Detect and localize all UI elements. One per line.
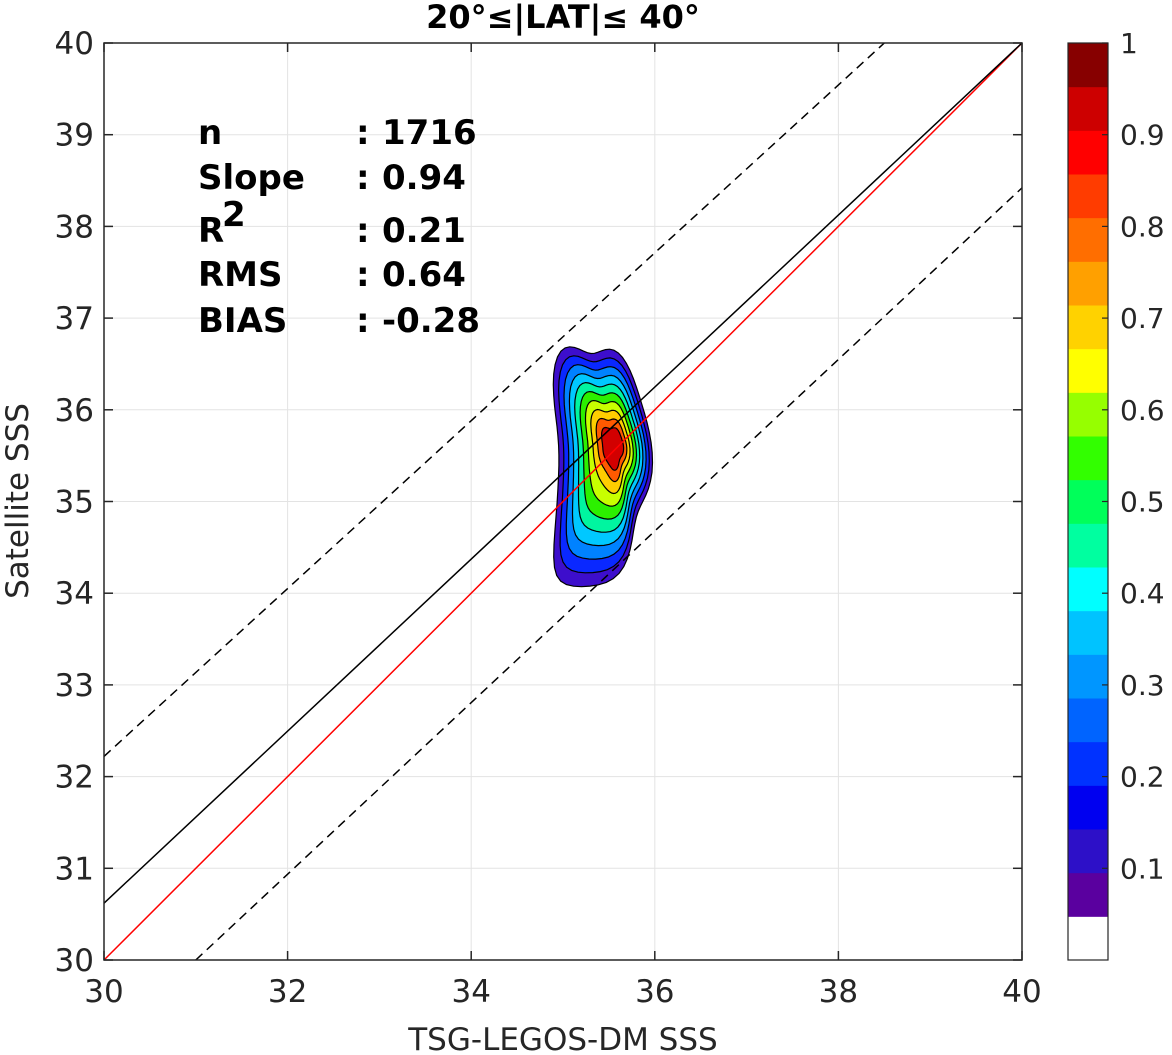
y-tick-label: 36 (55, 393, 94, 429)
contour-level (601, 426, 625, 471)
y-tick-label: 40 (55, 26, 94, 62)
stat-separator: : (356, 301, 370, 341)
y-tick-label: 33 (55, 668, 94, 704)
colorbar-swatch (1068, 741, 1108, 786)
colorbar-swatch (1068, 916, 1108, 961)
y-axis-label: Satellite SSS (0, 403, 36, 599)
y-tick-label: 39 (55, 118, 94, 154)
ref-line (195, 187, 1022, 960)
ref-line (104, 43, 1022, 960)
stat-label: Slope (198, 158, 305, 198)
stat-separator: : (356, 211, 370, 251)
stat-value: 0.21 (382, 211, 466, 251)
chart-title: 20°≤|LAT|≤ 40° (426, 0, 700, 37)
stat-label: RMS (198, 255, 283, 295)
stat-value: 0.64 (382, 255, 466, 295)
colorbar-tick-label: 0.5 (1120, 486, 1165, 519)
y-tick-label: 34 (55, 576, 94, 612)
colorbar: 0.1 0.2 0.3 0.4 0.5 0.6 0.7 0.8 0.9 1 (1067, 27, 1165, 961)
colorbar-swatch (1068, 130, 1108, 175)
y-tick-label: 31 (55, 851, 94, 887)
y-tick-label: 37 (55, 301, 94, 337)
colorbar-tick-label: 0.8 (1120, 210, 1165, 243)
stat-separator: : (356, 113, 370, 153)
stat-value: 1716 (382, 113, 477, 153)
colorbar-tick-label: 0.4 (1120, 577, 1165, 610)
colorbar-swatch (1068, 174, 1108, 219)
colorbar-swatch (1068, 872, 1108, 917)
stat-separator: : (356, 255, 370, 295)
ref-line (104, 43, 885, 757)
x-tick-label: 40 (1002, 974, 1041, 1010)
x-tick-label: 32 (268, 974, 307, 1010)
colorbar-swatch (1068, 261, 1108, 306)
x-tick-label: 30 (84, 974, 123, 1010)
colorbar-swatch (1068, 785, 1108, 830)
y-tick-label: 32 (55, 760, 94, 796)
colorbar-swatch (1068, 217, 1108, 262)
y-tick-label: 30 (55, 943, 94, 979)
y-tick-label: 38 (55, 209, 94, 245)
colorbar-swatch (1068, 436, 1108, 481)
colorbar-swatch (1068, 567, 1108, 612)
stat-superscript: 2 (222, 195, 246, 235)
colorbar-swatch (1068, 305, 1108, 350)
y-tick-label: 35 (55, 485, 94, 521)
stat-separator: : (356, 158, 370, 198)
colorbar-tick-label: 0.3 (1120, 669, 1165, 702)
reference-lines (104, 43, 1022, 960)
stat-label: BIAS (198, 301, 287, 341)
ref-line (104, 43, 1022, 904)
density-contours (552, 346, 654, 588)
colorbar-tick-label: 0.9 (1120, 119, 1165, 152)
colorbar-swatch (1068, 86, 1108, 131)
x-tick-label: 38 (819, 974, 858, 1010)
axis-ticks: 30 32 34 36 38 40 30 31 32 33 34 35 36 37 38 39 40 (55, 26, 1042, 1010)
colorbar-tick-label: 0.7 (1120, 302, 1165, 335)
x-tick-label: 34 (451, 974, 490, 1010)
stat-label: n (198, 113, 222, 153)
colorbar-swatch (1068, 654, 1108, 699)
stat-value: -0.28 (382, 301, 480, 341)
x-tick-label: 36 (635, 974, 674, 1010)
colorbar-swatch (1068, 523, 1108, 568)
colorbar-swatch (1068, 610, 1108, 655)
stat-value: 0.94 (382, 158, 466, 198)
colorbar-swatch (1068, 698, 1108, 743)
colorbar-tick-label: 0.2 (1120, 761, 1165, 794)
colorbar-swatch (1068, 829, 1108, 874)
x-axis-label: TSG-LEGOS-DM SSS (407, 1022, 717, 1055)
colorbar-tick-label: 0.1 (1120, 852, 1165, 885)
colorbar-tick-label: 1 (1120, 27, 1138, 60)
colorbar-swatch (1068, 43, 1108, 88)
colorbar-swatch (1068, 348, 1108, 393)
colorbar-swatch (1068, 479, 1108, 524)
stat-label: R (198, 211, 224, 251)
colorbar-tick-label: 0.6 (1120, 394, 1165, 427)
colorbar-swatch (1068, 392, 1108, 437)
